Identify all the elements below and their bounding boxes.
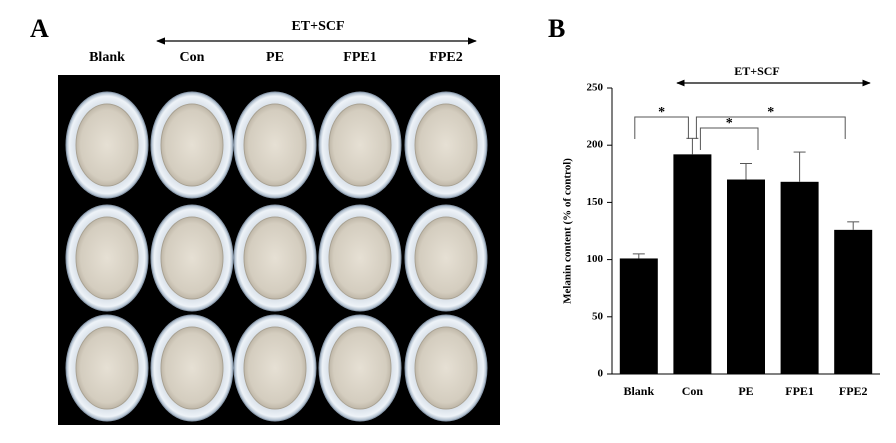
well-content <box>243 216 307 300</box>
significance-label: * <box>726 116 733 131</box>
x-tick-label: PE <box>738 384 753 398</box>
wells <box>65 91 488 422</box>
well-content <box>328 216 392 300</box>
y-tick-label: 200 <box>587 139 604 151</box>
group-label: ET+SCF <box>734 64 780 78</box>
x-tick-label: Blank <box>623 384 654 398</box>
well-content <box>160 216 224 300</box>
bar <box>673 154 712 374</box>
well-content <box>328 103 392 187</box>
significance-bracket <box>695 116 846 139</box>
well-content <box>243 103 307 187</box>
x-tick-label: Con <box>682 384 704 398</box>
well-content <box>414 103 478 187</box>
significance-bracket <box>634 116 689 139</box>
well-content <box>160 326 224 410</box>
well-content <box>75 216 139 300</box>
bar <box>834 229 873 374</box>
bar <box>780 181 819 374</box>
bar <box>619 258 658 374</box>
well-content <box>160 103 224 187</box>
well-content <box>75 103 139 187</box>
significance-bracket <box>699 127 759 150</box>
panel-label: A <box>30 14 49 43</box>
well-content <box>243 326 307 410</box>
well-content <box>414 216 478 300</box>
y-tick-label: 250 <box>587 82 604 94</box>
y-tick-label: 0 <box>598 368 604 380</box>
well-content <box>328 326 392 410</box>
well-content <box>414 326 478 410</box>
column-label: Con <box>180 50 205 65</box>
y-tick-label: 100 <box>587 253 604 265</box>
well-content <box>75 326 139 410</box>
column-label: Blank <box>89 50 125 65</box>
column-label: FPE2 <box>429 50 462 65</box>
x-tick-label: FPE2 <box>839 384 868 398</box>
significance-label: * <box>767 105 774 120</box>
panel-label: B <box>548 14 565 43</box>
significance-label: * <box>658 105 665 120</box>
group-label: ET+SCF <box>291 19 344 34</box>
y-tick-label: 50 <box>592 310 604 322</box>
column-label: FPE1 <box>343 50 376 65</box>
bar <box>727 179 765 374</box>
y-tick-label: 150 <box>587 196 604 208</box>
y-axis-label: Melanin content (% of control) <box>562 158 574 304</box>
x-tick-label: FPE1 <box>785 384 814 398</box>
column-label: PE <box>266 50 284 65</box>
